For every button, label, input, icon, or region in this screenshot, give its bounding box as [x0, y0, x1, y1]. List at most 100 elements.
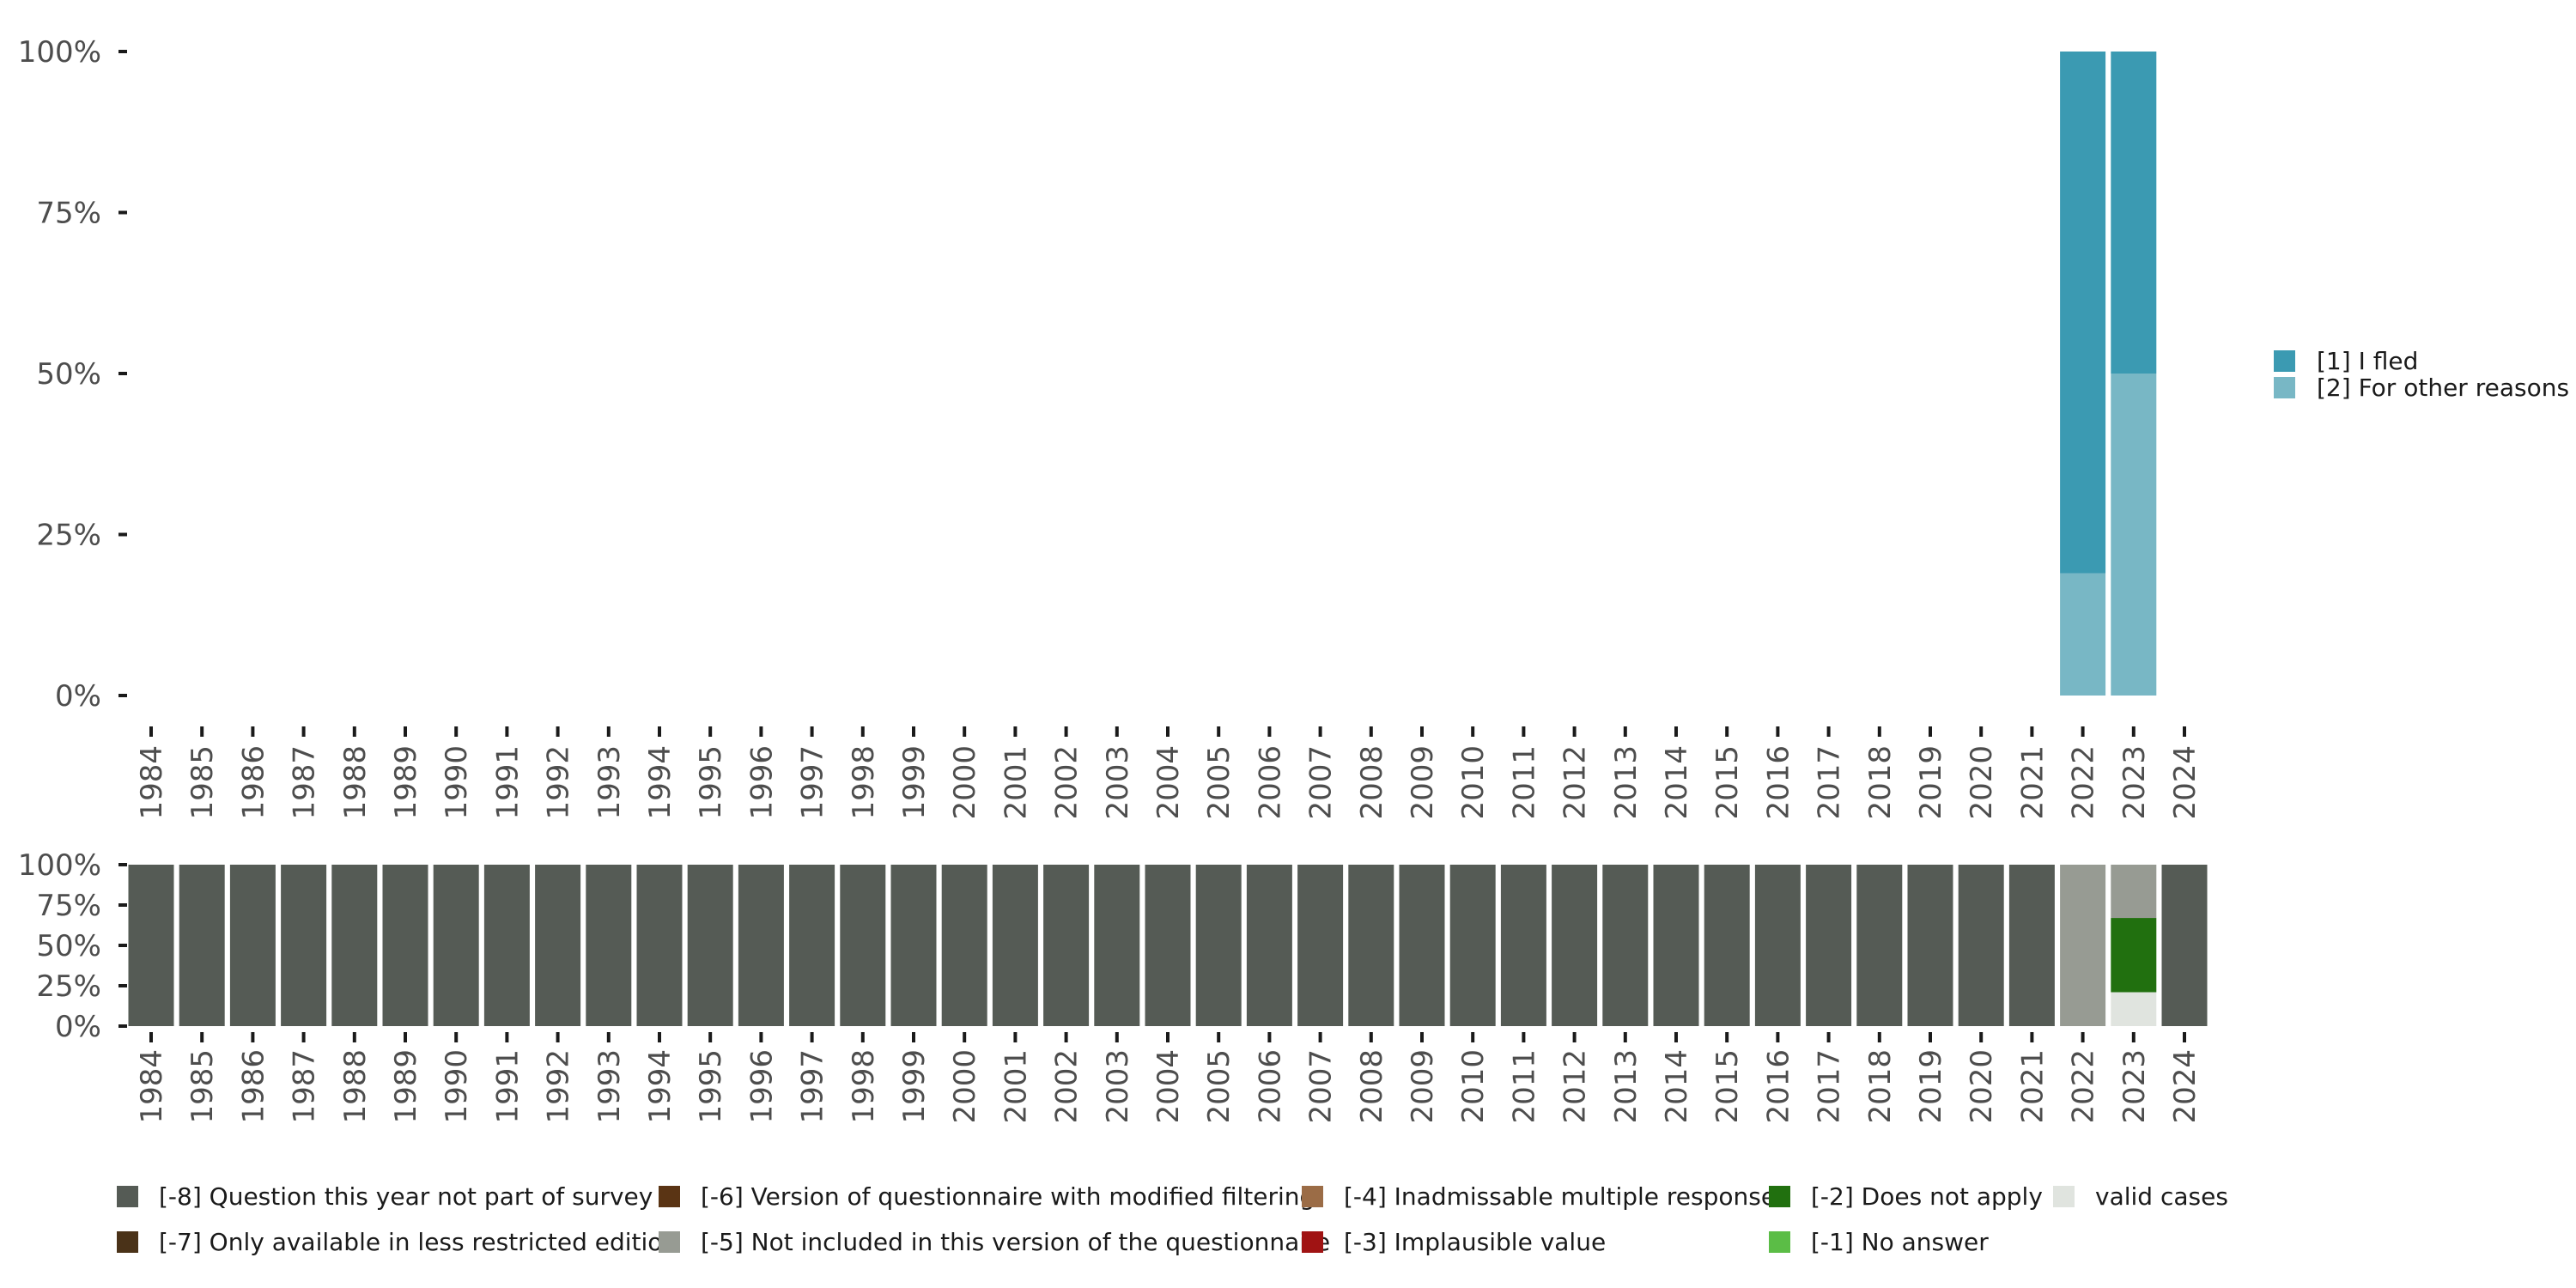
bottom-bar-segment	[382, 865, 428, 1026]
top-y-tick-label: 25%	[36, 519, 101, 553]
bottom-bar-segment	[1958, 865, 2004, 1026]
top-x-tick-label: 2013	[1609, 745, 1643, 820]
top-x-tick-label: 2001	[999, 745, 1033, 820]
bottom-x-tick-label: 2008	[1355, 1049, 1389, 1124]
bottom-bar-segment	[840, 865, 886, 1026]
top-x-tick-label: 1985	[185, 745, 220, 820]
bottom-bar-segment	[1704, 865, 1750, 1026]
bottom-x-tick-label: 1988	[338, 1049, 373, 1124]
bottom-bar-segment	[1552, 865, 1598, 1026]
bottom-legend-swatch	[659, 1186, 680, 1207]
bottom-bar-segment	[2008, 865, 2055, 1026]
top-x-tick-label: 2006	[1253, 745, 1287, 820]
bottom-bar-segment	[128, 865, 174, 1026]
top-x-tick-label: 2002	[1050, 745, 1084, 820]
top-x-tick-label: 1990	[440, 745, 474, 820]
bottom-legend-swatch	[117, 1231, 138, 1253]
bottom-bar-segment	[2111, 865, 2157, 919]
top-x-tick-label: 1986	[236, 745, 270, 820]
bottom-bar-segment	[789, 865, 835, 1026]
bottom-x-tick-label: 2014	[1660, 1049, 1694, 1124]
bottom-x-tick-label: 2019	[1914, 1049, 1948, 1124]
top-x-tick-label: 1984	[135, 745, 169, 820]
bottom-legend-swatch	[1769, 1186, 1790, 1207]
top-x-tick-label: 2015	[1710, 745, 1745, 820]
bottom-bar-segment	[1043, 865, 1090, 1026]
top-x-tick-label: 2022	[2067, 745, 2101, 820]
top-x-tick-label: 2000	[948, 745, 982, 820]
bottom-x-tick-label: 2009	[1406, 1049, 1440, 1124]
bottom-x-tick-label: 2021	[2015, 1049, 2050, 1124]
top-x-tick-label: 2003	[1101, 745, 1135, 820]
bottom-bar-segment	[1806, 865, 1852, 1026]
bottom-bar-segment	[179, 865, 225, 1026]
top-x-tick-label: 2014	[1660, 745, 1694, 820]
bottom-x-tick-label: 2002	[1050, 1049, 1084, 1124]
top-y-tick-label: 50%	[36, 357, 101, 392]
top-x-tick-label: 1991	[490, 745, 525, 820]
top-x-tick-label: 1994	[643, 745, 677, 820]
top-x-tick-label: 1992	[542, 745, 576, 820]
bottom-bar-segment	[2111, 992, 2157, 1026]
bottom-x-tick-label: 1997	[796, 1049, 830, 1124]
bottom-x-tick-label: 2006	[1253, 1049, 1287, 1124]
bottom-bar-segment	[2161, 865, 2208, 1026]
bottom-x-tick-label: 2000	[948, 1049, 982, 1124]
bottom-legend-label: [-7] Only available in less restricted e…	[159, 1228, 677, 1256]
top-legend-swatch	[2274, 350, 2295, 372]
top-x-tick-label: 1995	[694, 745, 728, 820]
bottom-x-tick-label: 1992	[542, 1049, 576, 1124]
bottom-x-tick-label: 1984	[135, 1049, 169, 1124]
bottom-bar-segment	[281, 865, 327, 1026]
top-bar-segment	[2111, 374, 2157, 696]
top-x-tick-label: 2009	[1406, 745, 1440, 820]
top-x-tick-label: 1998	[847, 745, 881, 820]
top-bar-segment	[2111, 52, 2157, 374]
top-x-tick-label: 1989	[389, 745, 423, 820]
bottom-bar-segment	[1449, 865, 1496, 1026]
top-x-tick-label: 2019	[1914, 745, 1948, 820]
bottom-x-tick-label: 2005	[1202, 1049, 1236, 1124]
top-y-axis: 0% 25% 50% 75% 100%	[18, 35, 127, 714]
top-x-tick-label: 2004	[1151, 745, 1186, 820]
bottom-x-tick-label: 2018	[1863, 1049, 1898, 1124]
bottom-x-tick-label: 2004	[1151, 1049, 1186, 1124]
bottom-bar-segment	[1246, 865, 1292, 1026]
bottom-legend-swatch	[659, 1231, 680, 1253]
top-x-tick-label: 1996	[744, 745, 779, 820]
bottom-x-tick-label: 1994	[643, 1049, 677, 1124]
bottom-bar-segment	[229, 865, 276, 1026]
bottom-legend-label: [-2] Does not apply	[1811, 1182, 2043, 1211]
bottom-bar-segment	[1602, 865, 1649, 1026]
bottom-x-tick-label: 1993	[592, 1049, 627, 1124]
bottom-bar-segment	[1907, 865, 1953, 1026]
top-x-tick-label: 2005	[1202, 745, 1236, 820]
top-y-tick-label: 100%	[18, 35, 101, 70]
bottom-bar-segment	[1399, 865, 1445, 1026]
bottom-bar-segment	[992, 865, 1038, 1026]
bottom-x-tick-label: 1998	[847, 1049, 881, 1124]
top-x-tick-label: 1988	[338, 745, 373, 820]
bottom-legend-swatch	[2053, 1186, 2075, 1207]
top-x-tick-label: 2008	[1355, 745, 1389, 820]
bottom-x-axis: 1984 1985 1986 1987 1988 1989 1990 1991 1992 1993…	[135, 1032, 2202, 1124]
bottom-bar-segment	[1094, 865, 1140, 1026]
bottom-y-tick-label: 0%	[55, 1010, 101, 1044]
top-y-tick-label: 75%	[36, 197, 101, 231]
bottom-x-tick-label: 2012	[1558, 1049, 1593, 1124]
bottom-bar-segment	[2060, 865, 2106, 1026]
bottom-bar-segment	[1145, 865, 1191, 1026]
top-x-tick-label: 2021	[2015, 745, 2050, 820]
top-bars	[2060, 52, 2157, 696]
bottom-x-tick-label: 1986	[236, 1049, 270, 1124]
bottom-x-tick-label: 2017	[1813, 1049, 1847, 1124]
top-x-tick-label: 2023	[2117, 745, 2152, 820]
bottom-x-tick-label: 1987	[288, 1049, 322, 1124]
bottom-x-tick-label: 2013	[1609, 1049, 1643, 1124]
bottom-y-tick-label: 50%	[36, 929, 101, 963]
bottom-bar-segment	[535, 865, 581, 1026]
bottom-bar-segment	[1297, 865, 1344, 1026]
bottom-legend-swatch	[1302, 1231, 1323, 1253]
bottom-legend-swatch	[1769, 1231, 1790, 1253]
